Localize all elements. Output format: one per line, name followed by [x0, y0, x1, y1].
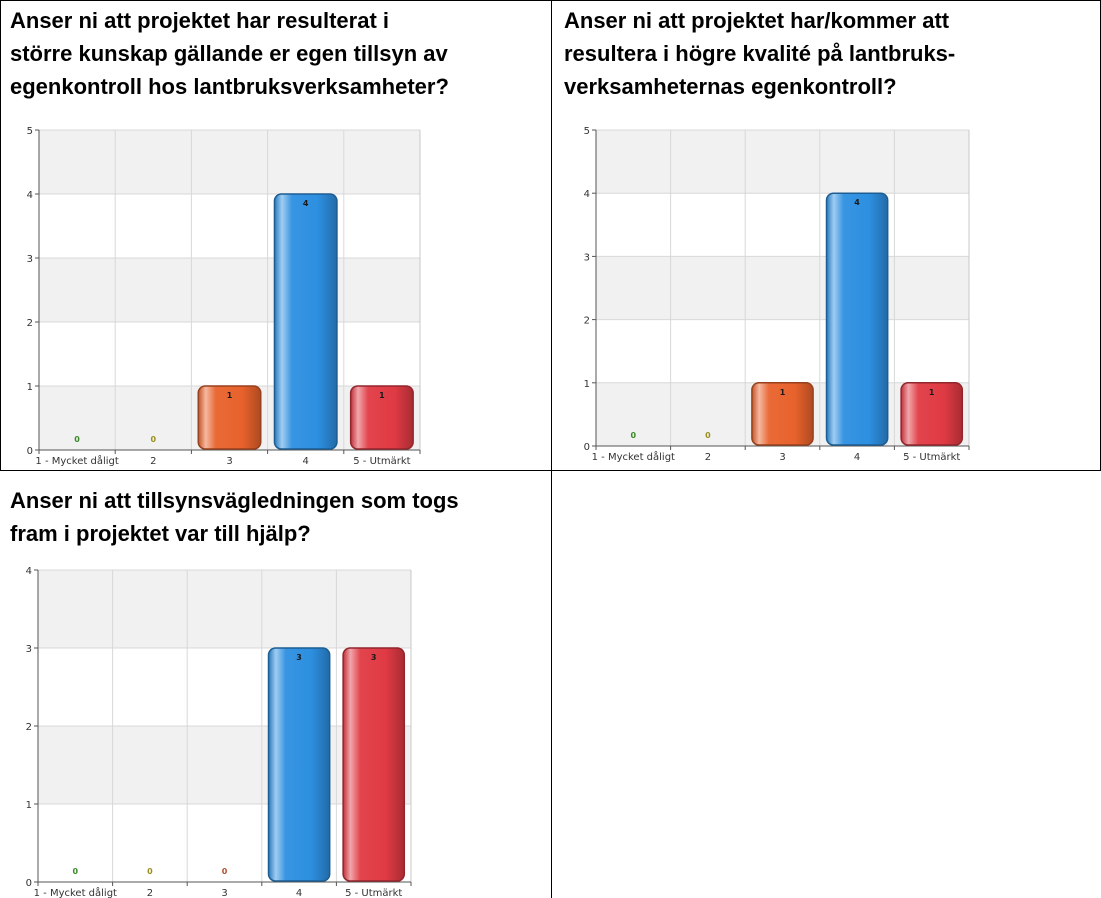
y-tick-label: 3 — [26, 644, 32, 655]
y-tick-label: 5 — [27, 126, 33, 137]
table-border-left — [0, 0, 1, 471]
x-tick-label: 4 — [296, 888, 302, 898]
x-tick-label: 3 — [226, 456, 232, 467]
bar-value-label: 0 — [147, 867, 153, 876]
bar — [197, 385, 262, 450]
table-divider-horizontal — [0, 470, 1101, 471]
bar — [342, 647, 406, 882]
x-tick-label: 4 — [303, 456, 309, 467]
chart-3-title: Anser ni att tillsynsvägledningen som to… — [10, 484, 459, 550]
x-tick-label: 3 — [779, 452, 785, 463]
y-tick-label: 4 — [584, 189, 590, 200]
x-tick-label: 5 - Utmärkt — [345, 888, 402, 898]
y-tick-label: 2 — [27, 318, 33, 329]
bar — [825, 192, 889, 446]
x-tick-label: 3 — [221, 888, 227, 898]
y-tick-label: 0 — [27, 446, 33, 457]
chart-2-title-line-3: verksamheternas egenkontroll? — [564, 74, 897, 99]
y-tick-label: 1 — [584, 379, 590, 390]
grid-band — [596, 130, 969, 194]
y-tick-label: 4 — [27, 190, 33, 201]
chart-3-title-line-1: Anser ni att tillsynsvägledningen som to… — [10, 488, 459, 513]
grid-band — [38, 570, 411, 648]
bar-value-label: 4 — [854, 198, 860, 207]
chart-2-title: Anser ni att projektet har/kommer att re… — [564, 4, 955, 103]
x-tick-label: 2 — [147, 888, 153, 898]
grid-band — [39, 258, 420, 322]
table-divider-vertical — [551, 0, 552, 898]
bar-value-label: 1 — [929, 388, 935, 397]
bar-value-label: 3 — [371, 653, 377, 662]
y-tick-label: 0 — [584, 442, 590, 453]
bar-value-label: 3 — [296, 653, 302, 662]
y-tick-label: 5 — [584, 126, 590, 137]
x-tick-label: 5 - Utmärkt — [903, 452, 960, 463]
y-tick-label: 1 — [27, 382, 33, 393]
bar-value-label: 0 — [222, 867, 228, 876]
bar — [900, 382, 964, 446]
bar — [349, 385, 414, 450]
y-tick-label: 2 — [584, 316, 590, 327]
bar-value-label: 4 — [303, 199, 309, 208]
x-tick-label: 2 — [705, 452, 711, 463]
chart-2-title-line-2: resultera i högre kvalité på lantbruks- — [564, 41, 956, 66]
x-tick-label: 5 - Utmärkt — [353, 456, 410, 467]
bar-value-label: 0 — [705, 431, 711, 440]
bar — [751, 382, 814, 446]
chart-2-title-line-1: Anser ni att projektet har/kommer att — [564, 8, 950, 33]
y-tick-label: 2 — [26, 722, 32, 733]
y-tick-label: 1 — [26, 800, 32, 811]
chart-1-title-line-3: egenkontroll hos lantbruksverksamheter? — [10, 74, 449, 99]
y-tick-label: 0 — [26, 878, 32, 889]
bar-value-label: 0 — [151, 435, 157, 444]
grid-band — [39, 130, 420, 194]
bar-value-label: 0 — [74, 435, 80, 444]
y-tick-label: 3 — [584, 252, 590, 263]
x-tick-label: 2 — [150, 456, 156, 467]
bar-value-label: 0 — [631, 431, 637, 440]
grid-band — [596, 256, 969, 320]
bar-value-label: 1 — [379, 391, 385, 400]
y-tick-label: 4 — [26, 566, 32, 577]
bar-value-label: 1 — [780, 388, 786, 397]
chart-3-title-line-2: fram i projektet var till hjälp? — [10, 521, 311, 546]
chart-1-title-line-1: Anser ni att projektet har resulterat i — [10, 8, 389, 33]
x-tick-label: 1 - Mycket dåligt — [592, 450, 675, 463]
chart-1-title-line-2: större kunskap gällande er egen tillsyn … — [10, 41, 448, 66]
x-tick-label: 4 — [854, 452, 860, 463]
bar — [267, 647, 331, 882]
chart-1-title: Anser ni att projektet har resulterat i … — [10, 4, 449, 103]
table-border-top — [0, 0, 1101, 1]
bar-value-label: 0 — [73, 867, 79, 876]
x-tick-label: 1 - Mycket dåligt — [35, 454, 118, 467]
y-tick-label: 3 — [27, 254, 33, 265]
bar-value-label: 1 — [227, 391, 233, 400]
bar — [273, 193, 338, 450]
x-tick-label: 1 - Mycket dåligt — [34, 886, 117, 898]
